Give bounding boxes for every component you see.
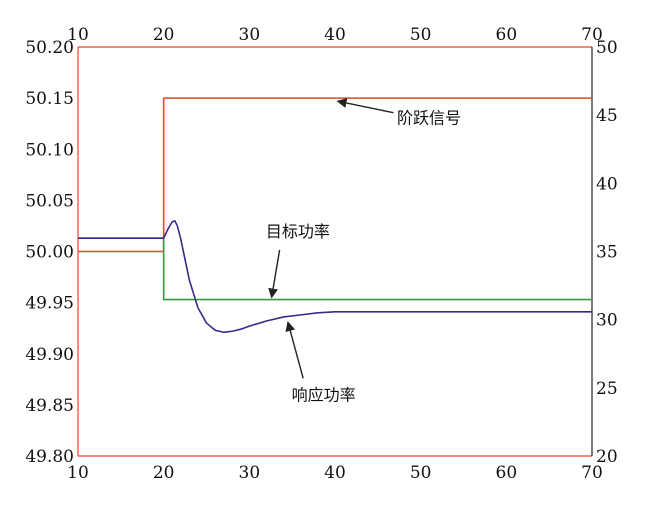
annotation-target-power-arrow <box>268 249 281 299</box>
x-tick-label-top: 70 <box>581 25 603 45</box>
y-left-tick-label: 49.90 <box>25 345 74 365</box>
annotation-step-signal-label: 阶跃信号 <box>397 109 461 128</box>
x-tick-label-bottom: 60 <box>496 463 518 483</box>
series-line-0 <box>78 97 592 253</box>
y-right-tick-label: 35 <box>596 243 618 263</box>
x-tick-label-bottom: 40 <box>324 463 346 483</box>
y-left-tick-label: 50.15 <box>25 89 74 109</box>
y-left-tick-label: 49.95 <box>25 294 74 314</box>
y-left-tick-label: 50.20 <box>25 38 74 58</box>
x-tick-label-top: 50 <box>410 25 432 45</box>
x-tick-label-bottom: 10 <box>67 463 89 483</box>
y-left-tick-label: 49.85 <box>25 396 74 416</box>
x-tick-label-top: 10 <box>67 25 89 45</box>
annotation-step-signal-arrow <box>336 98 394 114</box>
y-left-tick-label: 50.05 <box>25 191 74 211</box>
x-tick-label-top: 30 <box>239 25 261 45</box>
x-tick-label-top: 60 <box>496 25 518 45</box>
series-line-2 <box>78 220 592 334</box>
y-right-tick-label: 50 <box>596 38 618 58</box>
x-tick-label-bottom: 50 <box>410 463 432 483</box>
x-tick-label-bottom: 20 <box>153 463 175 483</box>
annotation-target-power-label: 目标功率 <box>266 222 330 241</box>
series-line-1 <box>78 237 592 301</box>
y-right-tick-label: 40 <box>596 174 618 194</box>
x-tick-label-top: 40 <box>324 25 346 45</box>
y-right-tick-label: 45 <box>596 106 618 126</box>
x-tick-label-bottom: 30 <box>239 463 261 483</box>
y-left-tick-label: 50.00 <box>25 243 74 263</box>
x-tick-label-bottom: 70 <box>581 463 603 483</box>
y-left-tick-label: 50.10 <box>25 140 74 160</box>
annotation-response-power-arrow <box>285 321 304 379</box>
y-left-tick-label: 49.80 <box>25 447 74 467</box>
y-right-tick-label: 20 <box>596 447 618 467</box>
x-tick-label-top: 20 <box>153 25 175 45</box>
y-right-tick-label: 25 <box>596 379 618 399</box>
y-right-tick-label: 30 <box>596 311 618 331</box>
annotation-response-power-label: 响应功率 <box>292 386 356 405</box>
